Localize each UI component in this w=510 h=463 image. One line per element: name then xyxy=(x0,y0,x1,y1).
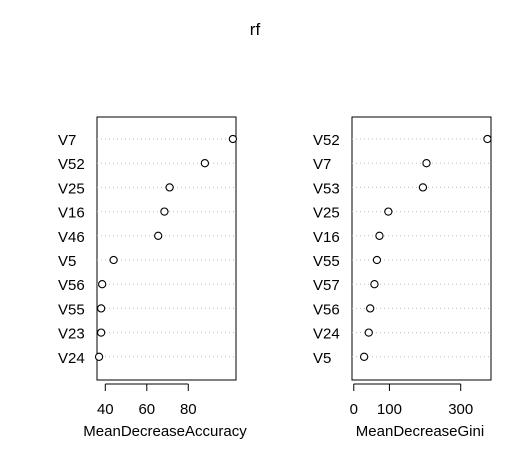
category-label: V57 xyxy=(313,277,340,294)
data-point xyxy=(201,160,208,167)
data-point xyxy=(166,184,173,191)
category-label: V23 xyxy=(58,326,85,343)
data-point xyxy=(155,232,162,239)
data-point xyxy=(229,135,236,142)
category-label: V7 xyxy=(58,132,76,149)
data-point xyxy=(361,353,368,360)
chart-title: rf xyxy=(250,20,261,39)
data-point xyxy=(385,208,392,215)
category-label: V16 xyxy=(58,205,85,222)
data-point xyxy=(484,135,491,142)
category-label: V56 xyxy=(313,301,340,318)
x-tick-label: 60 xyxy=(138,401,155,418)
category-label: V52 xyxy=(313,132,340,149)
panel-mean-decrease-gini: V52 V7 V53 V25 V16 V55 V57 V56 V24 V5 0 100 300 MeanD… xyxy=(313,117,491,440)
data-point xyxy=(98,305,105,312)
x-axis-title: MeanDecreaseGini xyxy=(356,423,484,440)
data-point xyxy=(99,281,106,288)
category-label: V5 xyxy=(58,253,76,270)
category-label: V25 xyxy=(58,180,85,197)
data-point xyxy=(365,329,372,336)
category-label: V52 xyxy=(58,156,85,173)
data-point xyxy=(419,184,426,191)
category-label: V56 xyxy=(58,277,85,294)
category-label: V55 xyxy=(58,301,85,318)
category-label: V5 xyxy=(313,350,331,367)
category-label: V46 xyxy=(58,229,85,246)
category-label: V53 xyxy=(313,180,340,197)
category-label: V16 xyxy=(313,229,340,246)
x-tick-label: 0 xyxy=(350,401,358,418)
data-point xyxy=(110,256,117,263)
category-label: V55 xyxy=(313,253,340,270)
data-point xyxy=(161,208,168,215)
x-axis-title: MeanDecreaseAccuracy xyxy=(83,423,247,440)
x-tick-label: 100 xyxy=(377,401,402,418)
data-point xyxy=(98,329,105,336)
data-point xyxy=(373,256,380,263)
panel-mean-decrease-accuracy: V7 V52 V25 V16 V46 V5 V56 V55 V23 V24 40 60 80 MeanDe… xyxy=(58,117,247,440)
x-tick-label: 300 xyxy=(448,401,473,418)
data-point xyxy=(95,353,102,360)
category-label: V24 xyxy=(313,326,340,343)
category-label: V24 xyxy=(58,350,85,367)
category-label: V7 xyxy=(313,156,331,173)
x-tick-label: 40 xyxy=(97,401,114,418)
data-point xyxy=(367,305,374,312)
plot-frame xyxy=(352,117,491,380)
category-label: V25 xyxy=(313,205,340,222)
data-point xyxy=(423,160,430,167)
x-tick-label: 80 xyxy=(180,401,197,418)
data-point xyxy=(376,232,383,239)
plot-frame xyxy=(97,117,236,380)
data-point xyxy=(371,281,378,288)
